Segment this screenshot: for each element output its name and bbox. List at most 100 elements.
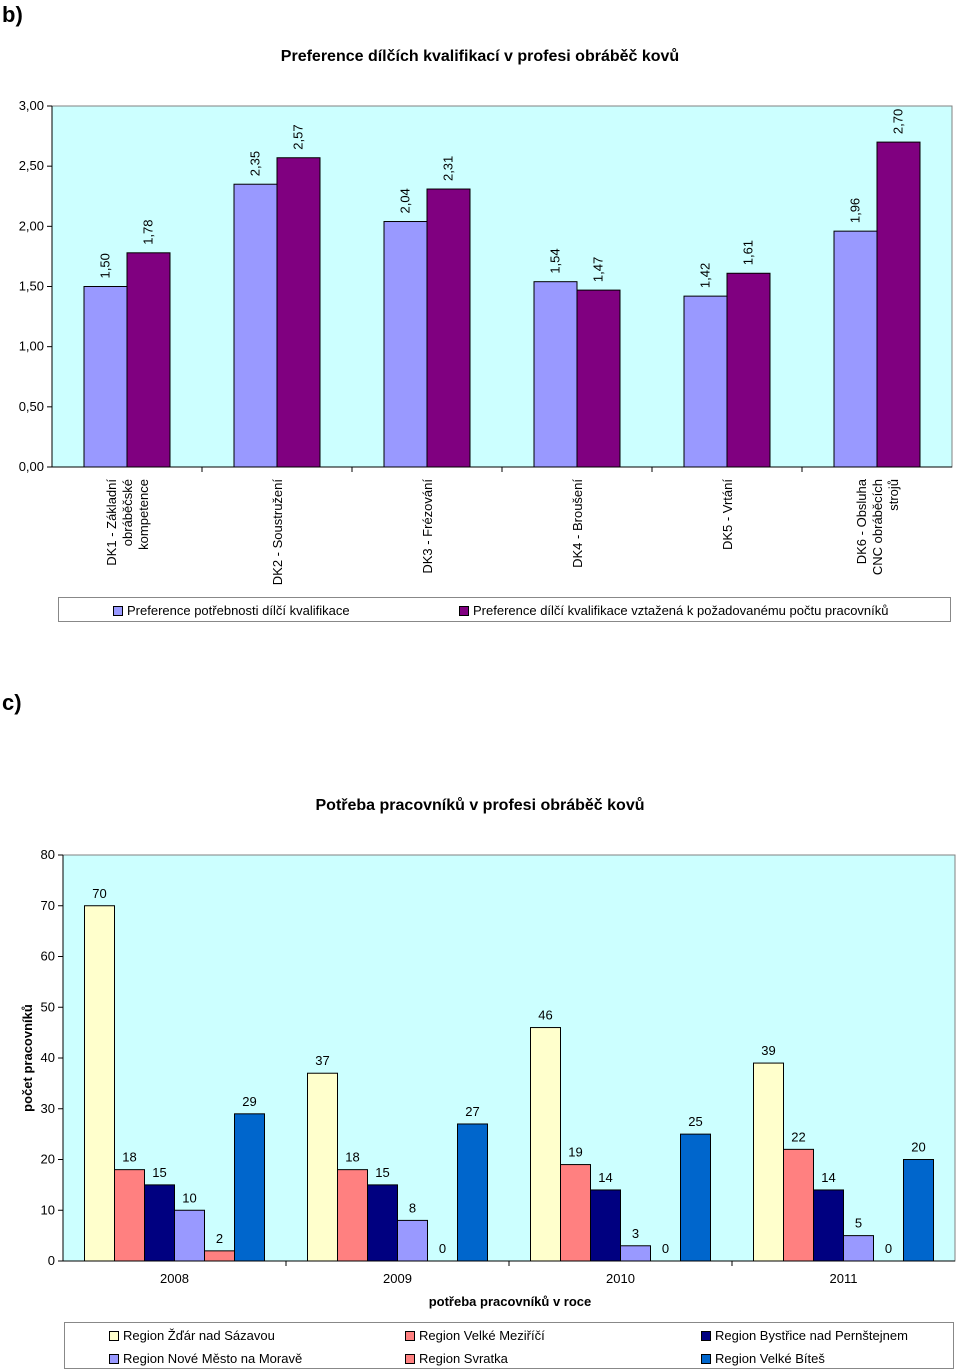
chart2-y-tick-label: 80 xyxy=(41,847,55,862)
chart2-data-label: 14 xyxy=(598,1170,612,1185)
chart2-title: Potřeba pracovníků v profesi obráběč kov… xyxy=(315,797,645,814)
chart2-data-label: 27 xyxy=(465,1104,479,1119)
chart2-data-label: 22 xyxy=(791,1129,805,1144)
chart2-bar xyxy=(590,1189,621,1262)
chart1-category-label: DK1 - Základní xyxy=(104,479,119,566)
chart1-category-label: DK2 - Soustružení xyxy=(270,479,285,586)
chart1-legend-swatch-1 xyxy=(113,605,123,616)
chart1-category-label: CNC obráběcích xyxy=(870,479,885,575)
chart1-bar xyxy=(683,295,728,468)
chart1-category-label: DK5 - Vrtání xyxy=(720,479,735,550)
section-label-b: b) xyxy=(2,2,23,27)
chart2-legend-label-3: Region Bystřice nad Pernštejnem xyxy=(715,1328,908,1343)
chart2-bar xyxy=(783,1148,814,1262)
chart2-bar xyxy=(174,1209,205,1262)
chart1-bar xyxy=(876,141,921,468)
chart1-y-tick-label: 0,00 xyxy=(19,459,44,474)
chart1-svg: 0,00 0,50 1,00 1,50 2,00 2,50 3,00 1,50 1,78 DK1 … xyxy=(19,98,953,586)
chart2-category-label: 2009 xyxy=(383,1271,412,1286)
chart2-data-label: 8 xyxy=(409,1200,416,1215)
chart1-bar xyxy=(833,230,878,468)
chart1-category-label: kompetence xyxy=(136,479,151,550)
chart1-bar xyxy=(276,157,321,468)
chart1-data-label: 1,42 xyxy=(698,263,713,288)
chart2-data-label: 0 xyxy=(662,1241,669,1256)
chart2-bar xyxy=(307,1072,338,1262)
chart2-data-label: 19 xyxy=(568,1145,582,1160)
chart1-category-label: DK6 - Obsluha xyxy=(854,478,869,564)
chart2-data-label: 18 xyxy=(345,1150,359,1165)
chart2-legend-swatch-2 xyxy=(405,1330,415,1341)
chart1-bar xyxy=(576,289,621,468)
chart2-data-label: 14 xyxy=(821,1170,835,1185)
chart2-data-label: 15 xyxy=(152,1165,166,1180)
chart1-bar xyxy=(233,183,278,468)
chart1-data-label: 1,96 xyxy=(848,198,863,223)
chart2-y-tick-label: 40 xyxy=(41,1050,55,1065)
chart2-legend-item-2: Region Velké Meziříčí xyxy=(405,1328,545,1343)
chart1-legend-item-1: Preference potřebnosti dílčí kvalifikace xyxy=(113,603,350,618)
chart2-category-label: 2010 xyxy=(606,1271,635,1286)
section-label-c: c) xyxy=(2,690,22,715)
chart1-legend-label-2: Preference dílčí kvalifikace vztažená k … xyxy=(473,603,889,618)
chart2-data-label: 46 xyxy=(538,1008,552,1023)
chart1-title: Preference dílčích kvalifikací v profesi… xyxy=(280,48,680,65)
chart1-bar xyxy=(126,252,171,468)
chart2-bar xyxy=(144,1184,175,1262)
chart2-y-tick-label: 0 xyxy=(48,1253,55,1268)
chart1-y-tick-label: 2,00 xyxy=(19,218,44,233)
chart1-bar xyxy=(83,286,128,468)
chart2-bar xyxy=(114,1169,145,1262)
chart2-bar xyxy=(560,1164,591,1262)
chart2-legend-item-4: Region Nové Město na Moravě xyxy=(109,1351,302,1366)
chart2-data-label: 0 xyxy=(439,1241,446,1256)
chart2-bar xyxy=(457,1123,488,1262)
chart2-data-label: 3 xyxy=(632,1226,639,1241)
chart1-y-tick-label: 1,00 xyxy=(19,339,44,354)
chart2-y-tick-label: 60 xyxy=(41,949,55,964)
chart2-legend-item-5: Region Svratka xyxy=(405,1351,508,1366)
chart2-legend-label-1: Region Žďár nad Sázavou xyxy=(123,1328,275,1343)
chart2-y-tick-label: 20 xyxy=(41,1152,55,1167)
chart1-data-label: 2,57 xyxy=(291,124,306,149)
chart1-legend: Preference potřebnosti dílčí kvalifikace… xyxy=(58,597,951,622)
chart1-y-tick-label: 3,00 xyxy=(19,98,44,113)
chart2-legend: Region Žďár nad Sázavou Region Velké Mez… xyxy=(64,1322,954,1369)
chart2-data-label: 25 xyxy=(688,1114,702,1129)
chart2-legend-swatch-4 xyxy=(109,1353,119,1364)
chart1-data-label: 1,54 xyxy=(548,248,563,273)
chart1-category-label: DK4 - Broušení xyxy=(570,479,585,568)
chart2-legend-label-2: Region Velké Meziříčí xyxy=(419,1328,545,1343)
chart2-bar xyxy=(843,1235,874,1262)
chart1-data-label: 1,61 xyxy=(741,240,756,265)
chart2-data-label: 18 xyxy=(122,1150,136,1165)
chart2-bar xyxy=(753,1062,784,1262)
chart2-legend-label-4: Region Nové Město na Moravě xyxy=(123,1351,303,1366)
chart2-y-tick-label: 70 xyxy=(41,898,55,913)
chart1-bar xyxy=(383,221,428,468)
chart2-y-tick-label: 30 xyxy=(41,1101,55,1116)
chart1-data-label: 2,35 xyxy=(248,151,263,176)
chart2-legend-label-5: Region Svratka xyxy=(419,1351,508,1366)
chart2-legend-label-6: Region Velké Bíteš xyxy=(715,1351,825,1366)
chart2-data-label: 5 xyxy=(855,1216,862,1231)
chart2-data-label: 39 xyxy=(761,1043,775,1058)
chart2-y-tick-label: 10 xyxy=(41,1202,55,1217)
chart2-bar xyxy=(337,1169,368,1262)
chart2-bar xyxy=(903,1159,934,1262)
chart1-y-tick-label: 1,50 xyxy=(19,279,44,294)
chart2-bar xyxy=(680,1133,711,1262)
chart2-category-label: 2011 xyxy=(830,1271,858,1286)
chart2-legend-swatch-5 xyxy=(405,1353,415,1364)
chart2-legend-item-1: Region Žďár nad Sázavou xyxy=(109,1328,275,1343)
chart2-bar xyxy=(234,1113,265,1262)
chart2-y-axis-title: počet pracovníků xyxy=(20,1004,35,1112)
chart1-data-label: 1,78 xyxy=(141,219,156,244)
chart2-data-label: 15 xyxy=(375,1165,389,1180)
chart1-plot-area xyxy=(51,105,953,468)
chart2-legend-item-3: Region Bystřice nad Pernštejnem xyxy=(701,1328,908,1343)
chart2-legend-swatch-3 xyxy=(701,1330,711,1341)
chart1-category-label: strojů xyxy=(886,479,901,511)
chart1-legend-swatch-2 xyxy=(459,605,469,616)
chart2-bar xyxy=(84,905,115,1262)
